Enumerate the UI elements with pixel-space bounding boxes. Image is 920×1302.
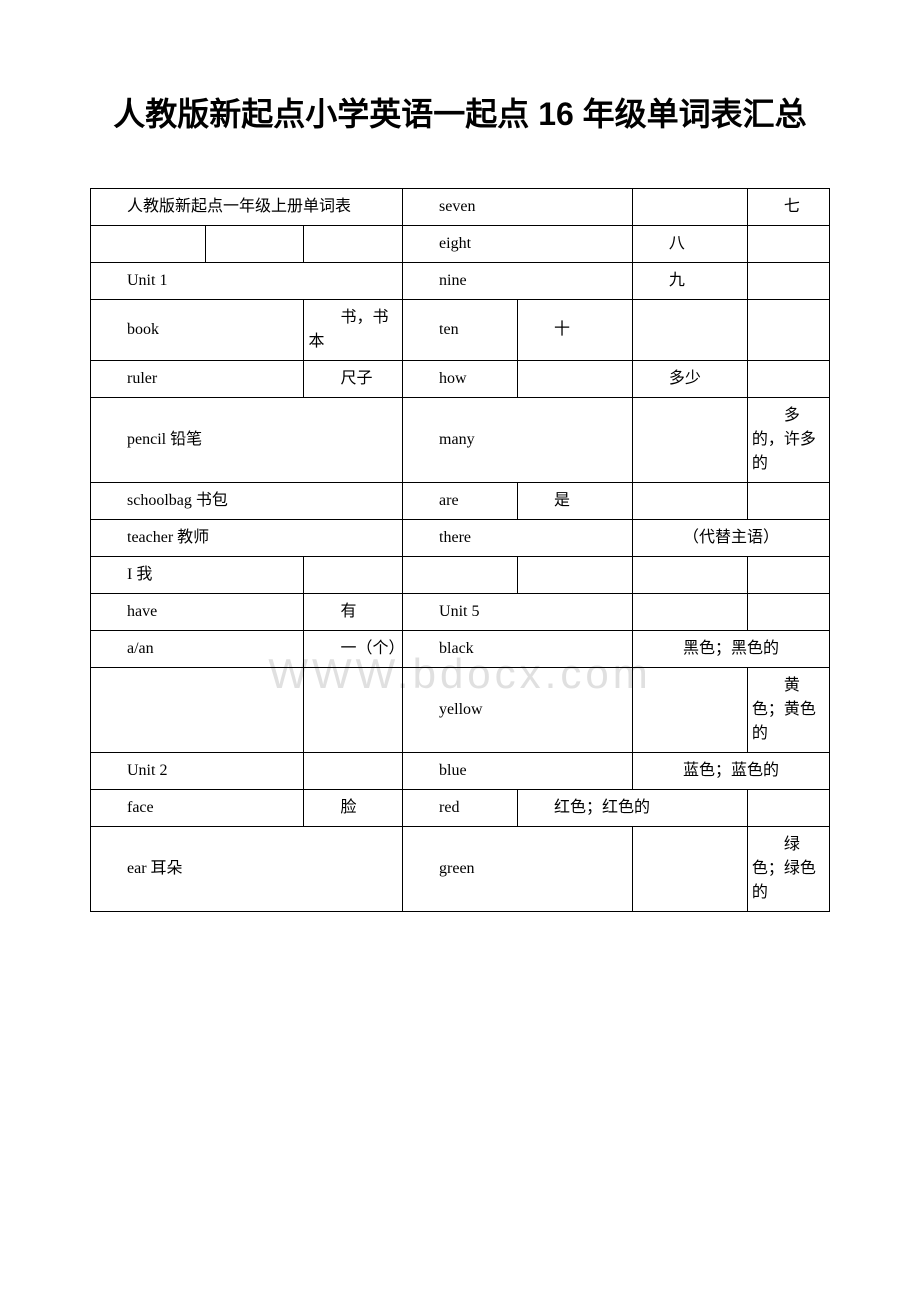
table-cell: 绿色；绿色的 [747, 827, 829, 912]
table-row: I 我 [91, 557, 830, 594]
table-cell: 七 [747, 189, 829, 226]
table-cell [632, 483, 747, 520]
table-cell [632, 398, 747, 483]
table-cell: book [91, 300, 304, 361]
table-cell [403, 557, 518, 594]
table-cell: ruler [91, 361, 304, 398]
table-cell: 是 [517, 483, 632, 520]
table-cell [517, 361, 632, 398]
table-cell [91, 668, 304, 753]
table-cell: pencil 铅笔 [91, 398, 403, 483]
table-row: have 有 Unit 5 [91, 594, 830, 631]
table-cell: ten [403, 300, 518, 361]
table-cell: green [403, 827, 633, 912]
table-cell: 黑色；黑色的 [632, 631, 829, 668]
table-cell [632, 189, 747, 226]
table-cell: 一（个） [304, 631, 403, 668]
table-cell: （代替主语） [632, 520, 829, 557]
table-cell: have [91, 594, 304, 631]
table-cell [747, 594, 829, 631]
table-cell [91, 226, 206, 263]
table-cell [747, 483, 829, 520]
table-cell: nine [403, 263, 633, 300]
table-cell: red [403, 790, 518, 827]
page-title: 人教版新起点小学英语一起点 16 年级单词表汇总 [90, 90, 830, 138]
table-cell [747, 226, 829, 263]
table-cell: ear 耳朵 [91, 827, 403, 912]
table-cell: I 我 [91, 557, 304, 594]
table-cell [304, 557, 403, 594]
table-row: eight 八 [91, 226, 830, 263]
table-row: pencil 铅笔 many 多的，许多的 [91, 398, 830, 483]
table-cell [632, 300, 747, 361]
table-row: ruler 尺子 how 多少 [91, 361, 830, 398]
table-cell [304, 668, 403, 753]
table-cell: 人教版新起点一年级上册单词表 [91, 189, 403, 226]
table-cell: 蓝色；蓝色的 [632, 753, 829, 790]
table-cell: blue [403, 753, 633, 790]
table-cell [304, 226, 403, 263]
table-cell [747, 361, 829, 398]
table-cell [632, 594, 747, 631]
table-cell: 有 [304, 594, 403, 631]
table-cell [747, 557, 829, 594]
table-cell: Unit 2 [91, 753, 304, 790]
table-cell [632, 827, 747, 912]
table-cell: 多少 [632, 361, 747, 398]
table-cell: seven [403, 189, 633, 226]
table-cell: are [403, 483, 518, 520]
table-cell: face [91, 790, 304, 827]
table-row: 人教版新起点一年级上册单词表 seven 七 [91, 189, 830, 226]
table-cell: a/an [91, 631, 304, 668]
table-cell: 脸 [304, 790, 403, 827]
table-row: Unit 2 blue 蓝色；蓝色的 [91, 753, 830, 790]
table-cell: teacher 教师 [91, 520, 403, 557]
table-cell: yellow [403, 668, 633, 753]
table-row: schoolbag 书包 are 是 [91, 483, 830, 520]
table-cell: Unit 5 [403, 594, 633, 631]
table-cell [304, 753, 403, 790]
table-cell: eight [403, 226, 633, 263]
table-cell: there [403, 520, 633, 557]
table-cell: schoolbag 书包 [91, 483, 403, 520]
table-row: book 书，书本 ten 十 [91, 300, 830, 361]
table-cell [517, 557, 632, 594]
table-cell: 书，书本 [304, 300, 403, 361]
table-cell: how [403, 361, 518, 398]
table-row: yellow 黄色；黄色的 [91, 668, 830, 753]
table-cell [747, 263, 829, 300]
table-cell: 红色；红色的 [517, 790, 747, 827]
table-row: face 脸 red 红色；红色的 [91, 790, 830, 827]
table-cell: 十 [517, 300, 632, 361]
table-cell [205, 226, 304, 263]
table-row: Unit 1 nine 九 [91, 263, 830, 300]
table-cell: 九 [632, 263, 747, 300]
table-cell: 黄色；黄色的 [747, 668, 829, 753]
table-cell: 尺子 [304, 361, 403, 398]
table-cell [632, 668, 747, 753]
table-cell: Unit 1 [91, 263, 403, 300]
table-row: a/an 一（个） black 黑色；黑色的 [91, 631, 830, 668]
table-cell [632, 557, 747, 594]
table-cell: many [403, 398, 633, 483]
vocabulary-table: 人教版新起点一年级上册单词表 seven 七 eight 八 Unit 1 ni… [90, 188, 830, 912]
table-row: ear 耳朵 green 绿色；绿色的 [91, 827, 830, 912]
table-cell: black [403, 631, 633, 668]
table-cell: 多的，许多的 [747, 398, 829, 483]
table-cell [747, 790, 829, 827]
table-row: teacher 教师 there （代替主语） [91, 520, 830, 557]
table-cell [747, 300, 829, 361]
table-cell: 八 [632, 226, 747, 263]
